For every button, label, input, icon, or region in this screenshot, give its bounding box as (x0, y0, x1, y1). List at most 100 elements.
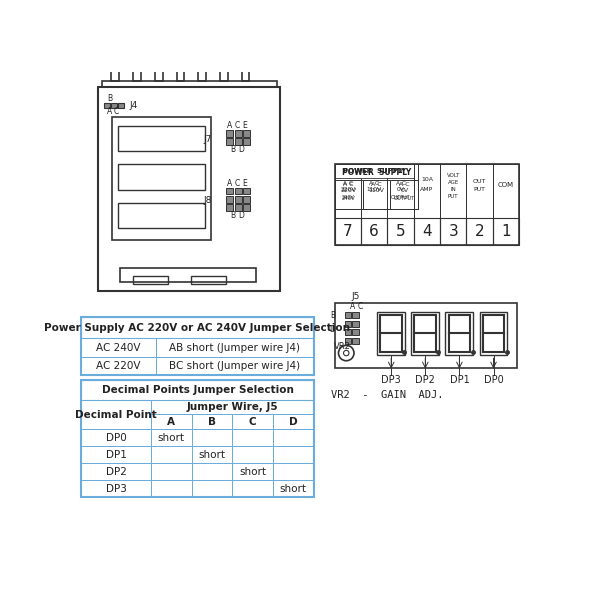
Bar (226, 138, 233, 145)
Text: J8: J8 (204, 196, 212, 205)
Bar (81, 400, 151, 429)
Bar (191, 414, 232, 429)
Text: AC 240V: AC 240V (96, 343, 140, 353)
Text: A C: A C (343, 182, 354, 187)
Bar (104, 103, 110, 108)
Text: C: C (358, 302, 363, 311)
Text: Power Supply AC 220V or AC 240V Jumper Selection: Power Supply AC 220V or AC 240V Jumper S… (44, 323, 350, 332)
Text: J7: J7 (204, 135, 212, 144)
Bar (81, 463, 151, 480)
Bar (155, 338, 314, 357)
Text: 4: 4 (422, 224, 431, 239)
Bar (120, 268, 256, 282)
Bar (112, 58, 119, 81)
Bar (81, 317, 314, 376)
Bar (81, 357, 155, 376)
Bar (118, 126, 205, 151)
Bar (81, 380, 314, 400)
Bar (440, 218, 466, 245)
Bar (335, 218, 361, 245)
Text: D: D (238, 145, 244, 154)
Text: OUT: OUT (473, 179, 486, 184)
Bar (226, 196, 233, 203)
Text: 1: 1 (501, 224, 511, 239)
Bar (81, 338, 155, 357)
Text: AB short (Jumper wire J4): AB short (Jumper wire J4) (169, 343, 300, 353)
Text: Decimal Point: Decimal Point (75, 410, 157, 419)
Bar (151, 400, 314, 414)
Text: C: C (114, 107, 119, 116)
Text: A C: A C (395, 181, 406, 186)
Text: A C: A C (399, 182, 410, 187)
Text: DP1: DP1 (106, 449, 127, 460)
Bar (151, 429, 191, 446)
Text: BC short (Jumper wire J4): BC short (Jumper wire J4) (169, 361, 300, 371)
Bar (344, 312, 351, 319)
Bar (273, 414, 314, 429)
Bar (391, 180, 418, 209)
Bar (191, 446, 232, 463)
Bar (232, 480, 273, 497)
Bar (273, 446, 314, 463)
Text: short: short (199, 449, 226, 460)
Bar (493, 164, 519, 218)
Bar (445, 312, 473, 355)
Bar (273, 480, 314, 497)
Bar (243, 138, 250, 145)
Bar (335, 164, 413, 218)
Text: 10A: 10A (421, 178, 433, 182)
Text: J5: J5 (352, 292, 360, 301)
Bar (155, 357, 314, 376)
Text: C: C (235, 121, 239, 130)
Bar (198, 58, 206, 81)
Bar (344, 329, 351, 335)
Text: D: D (289, 416, 298, 427)
Text: B: B (107, 94, 112, 103)
Text: POWER  SUPPLY: POWER SUPPLY (343, 167, 406, 173)
Text: E: E (242, 179, 247, 188)
Text: B: B (230, 145, 236, 154)
Bar (361, 218, 388, 245)
Bar (226, 130, 233, 137)
Text: 220V: 220V (340, 187, 355, 193)
Bar (133, 276, 168, 284)
Bar (151, 480, 191, 497)
Bar (151, 446, 191, 463)
Bar (362, 180, 391, 209)
Text: DP1: DP1 (449, 375, 469, 385)
Bar (377, 312, 405, 355)
Bar (81, 429, 151, 446)
Text: OUTPUT: OUTPUT (394, 196, 415, 201)
Bar (413, 164, 440, 218)
Text: B: B (230, 211, 236, 220)
Bar (81, 446, 151, 463)
Bar (235, 205, 242, 211)
Bar (220, 58, 227, 81)
Bar (226, 187, 233, 194)
Bar (191, 429, 232, 446)
Text: A: A (167, 416, 175, 427)
Text: AMP: AMP (420, 187, 433, 191)
Bar (479, 312, 508, 355)
Text: A: A (227, 121, 232, 130)
Bar (226, 205, 233, 211)
Bar (352, 321, 359, 327)
Bar (352, 329, 359, 335)
Bar (466, 218, 493, 245)
Text: D: D (329, 325, 335, 334)
Text: 3: 3 (448, 224, 458, 239)
Bar (243, 196, 250, 203)
Text: 0V: 0V (397, 187, 404, 193)
Bar (102, 81, 277, 88)
Text: Jumper Wire, J5: Jumper Wire, J5 (187, 402, 278, 412)
Text: DP2: DP2 (415, 375, 435, 385)
Text: A: A (227, 179, 232, 188)
Bar (493, 218, 519, 245)
Bar (273, 429, 314, 446)
Text: PUT: PUT (448, 194, 458, 199)
Bar (133, 58, 141, 81)
Text: 0V: 0V (400, 188, 409, 193)
Bar (232, 414, 273, 429)
Text: 110V: 110V (367, 187, 382, 193)
Bar (243, 130, 250, 137)
